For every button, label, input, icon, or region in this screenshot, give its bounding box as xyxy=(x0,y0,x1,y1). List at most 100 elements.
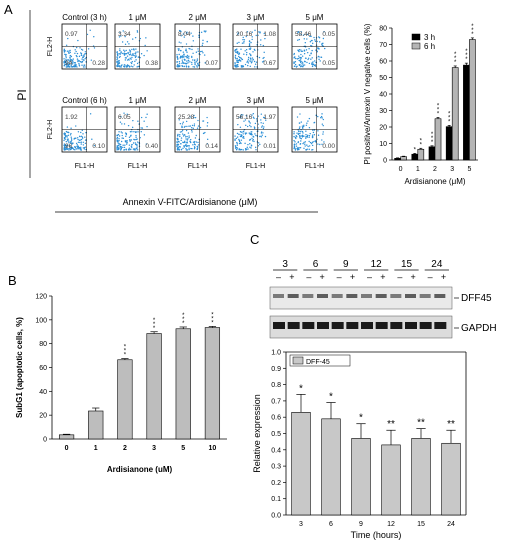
flow-dot xyxy=(71,146,73,149)
panel-letter-b: B xyxy=(8,273,17,288)
flow-dot xyxy=(249,122,251,124)
flow-dot xyxy=(128,59,130,61)
flow-dot xyxy=(234,135,236,137)
flow-dot xyxy=(74,146,76,148)
flow-dot xyxy=(303,124,305,127)
flow-dot xyxy=(252,138,254,141)
flow-dot xyxy=(204,31,206,33)
flow-dot xyxy=(131,48,133,51)
flow-dot xyxy=(187,62,189,64)
flow-dot xyxy=(312,63,314,65)
flow-dot xyxy=(322,118,325,121)
flow-dot xyxy=(202,120,204,122)
flow-dot xyxy=(71,66,74,68)
flow-dot xyxy=(130,58,132,60)
flow-dot xyxy=(125,133,128,136)
flow-dot xyxy=(183,36,186,38)
significance-star: * xyxy=(153,322,156,328)
fl2-label: FL2-H xyxy=(47,37,54,56)
flow-dot xyxy=(249,65,251,68)
quadrant-value: 1.97 xyxy=(263,114,276,121)
flow-dot xyxy=(249,124,251,127)
flow-dot xyxy=(121,123,123,125)
flow-dot xyxy=(143,120,145,122)
flow-dot xyxy=(308,117,311,120)
flow-dot xyxy=(235,137,238,140)
flow-dot xyxy=(68,50,70,52)
flow-dot xyxy=(134,143,137,146)
flow-dot xyxy=(255,34,257,37)
flow-dot xyxy=(294,136,297,139)
flow-dot xyxy=(298,135,301,137)
significance-star: * xyxy=(454,56,457,62)
flow-dot xyxy=(234,139,236,141)
flow-dot xyxy=(130,61,132,64)
quadrant-value: 0.40 xyxy=(145,143,158,150)
flow-dot xyxy=(130,148,132,150)
flow-dot xyxy=(69,49,71,52)
y-tick-label: 30 xyxy=(379,108,387,115)
flow-dot xyxy=(237,32,239,34)
flow-dot xyxy=(177,64,179,67)
bar xyxy=(417,148,425,161)
flow-dot xyxy=(253,117,255,119)
flow-dot xyxy=(262,122,264,124)
bar xyxy=(469,39,476,161)
significance-star: * xyxy=(448,115,451,121)
flow-dot xyxy=(241,58,244,61)
flow-dot xyxy=(305,135,307,138)
flow-dot xyxy=(66,126,69,128)
flow-dot xyxy=(63,139,65,142)
flow-dot xyxy=(122,146,124,149)
flow-dot xyxy=(76,58,79,60)
flow-dot xyxy=(295,143,298,145)
flow-dot xyxy=(80,135,83,137)
significance-star: * xyxy=(420,142,423,148)
flow-dot xyxy=(143,54,145,57)
flow-dot xyxy=(181,129,184,131)
flow-dot xyxy=(206,116,208,119)
flow-dot xyxy=(178,141,180,143)
flow-dot xyxy=(249,143,251,145)
bar xyxy=(291,412,311,516)
blot-sign: + xyxy=(411,272,416,282)
flow-dot xyxy=(191,131,193,133)
flow-dot xyxy=(74,62,76,64)
flow-dot xyxy=(68,142,70,144)
flow-dot xyxy=(250,126,252,128)
dff45-band xyxy=(317,294,328,298)
flow-dot xyxy=(82,133,84,135)
flow-dot xyxy=(263,51,265,54)
flow-dot xyxy=(321,123,324,125)
quadrant-value: 0.07 xyxy=(205,60,218,67)
gapdh-band xyxy=(287,322,300,329)
flow-dot xyxy=(191,126,193,129)
flow-dot xyxy=(252,113,255,115)
flow-dot xyxy=(304,145,306,147)
flow-dot xyxy=(73,64,76,66)
gapdh-band xyxy=(390,322,403,329)
flow-dot xyxy=(179,56,182,59)
flow-dot xyxy=(117,133,120,136)
flow-dot xyxy=(314,65,317,67)
flow-dot xyxy=(249,60,251,62)
flow-dot xyxy=(67,63,70,66)
flow-dot xyxy=(194,59,196,61)
flow-dot xyxy=(181,133,184,135)
flow-dot xyxy=(259,143,261,146)
flow-dot xyxy=(121,137,123,139)
significance-star: * xyxy=(465,53,468,59)
flow-dot xyxy=(119,49,121,52)
flow-dot xyxy=(236,61,238,64)
flow-dot xyxy=(131,143,133,146)
flow-dot xyxy=(244,63,247,66)
blot-timepoint-label: 3 xyxy=(282,259,288,270)
flow-dot xyxy=(306,122,308,124)
flow-dot xyxy=(89,113,92,115)
blot-timepoint-label: 24 xyxy=(431,259,443,270)
significance-star: * xyxy=(465,49,468,55)
flow-dot xyxy=(140,127,142,129)
flow-dot xyxy=(299,132,301,135)
flow-dot xyxy=(319,143,321,146)
flow-dot xyxy=(314,39,316,41)
